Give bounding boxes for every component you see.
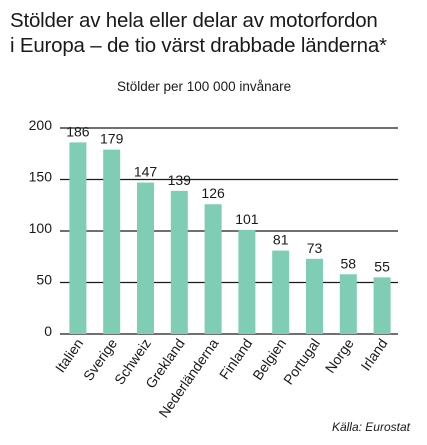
data-label-belgien: 81 <box>273 232 289 248</box>
y-tick-label-100: 100 <box>29 220 53 236</box>
bar-schweiz <box>137 182 154 334</box>
chart-title-line-2: i Europa – de tio värst drabbade ländern… <box>10 34 387 57</box>
y-tick-label-50: 50 <box>36 272 52 288</box>
data-label-finland: 101 <box>235 211 259 227</box>
y-tick-label-0: 0 <box>44 323 52 339</box>
data-label-nederländerna: 126 <box>201 185 225 201</box>
y-tick-label-150: 150 <box>29 169 53 185</box>
y-tick-label-200: 200 <box>29 117 53 133</box>
chart-subtitle: Stölder per 100 000 invånare <box>117 79 292 94</box>
data-label-irland: 55 <box>374 258 390 274</box>
bar-irland <box>373 277 391 334</box>
source-note: Källa: Eurostat <box>331 420 410 434</box>
data-label-grekland: 139 <box>168 172 192 188</box>
bar-grekland <box>170 190 188 334</box>
data-label-portugal: 73 <box>307 240 323 256</box>
bar-nederländerna <box>204 204 222 334</box>
data-label-sverige: 179 <box>100 131 124 147</box>
bar-italien <box>69 142 87 334</box>
bar-finland <box>238 229 256 334</box>
x-tick-label-italien: Italien <box>52 336 87 376</box>
x-tick-label-finland: Finland <box>216 336 255 383</box>
x-tick-label-norge: Norge <box>322 335 357 376</box>
bar-norge <box>339 274 357 334</box>
chart-title: Stölder av hela eller delar av motorford… <box>10 8 420 58</box>
bar-belgien <box>272 250 290 334</box>
data-label-italien: 186 <box>66 123 90 139</box>
bar-sverige <box>103 149 121 334</box>
x-tick-label-irland: Irland <box>357 336 390 374</box>
chart-title-line-1: Stölder av hela eller delar av motorford… <box>10 9 378 32</box>
data-label-schweiz: 147 <box>134 164 158 180</box>
data-label-norge: 58 <box>341 255 357 271</box>
bar-portugal <box>306 258 323 334</box>
